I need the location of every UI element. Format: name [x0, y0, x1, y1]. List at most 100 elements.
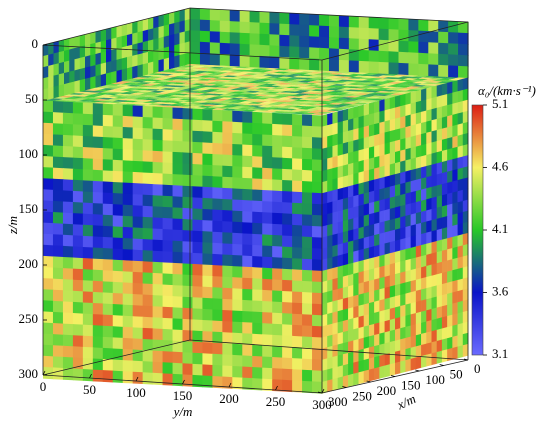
voxel [112, 159, 124, 173]
voxel [462, 310, 469, 324]
voxel [92, 136, 104, 149]
voxel [202, 231, 213, 244]
voxel [368, 290, 375, 304]
voxel [388, 51, 400, 64]
voxel [162, 373, 174, 386]
voxel [242, 144, 253, 157]
voxel [327, 223, 333, 237]
voxel [192, 308, 204, 321]
voxel [252, 278, 263, 291]
voxel [431, 141, 438, 155]
voxel [353, 327, 359, 342]
voxel [431, 340, 438, 355]
voxel [342, 230, 349, 244]
voxel [441, 127, 448, 141]
voxel [337, 343, 344, 357]
voxel [162, 317, 174, 331]
voxel [102, 159, 114, 172]
voxel [209, 20, 221, 33]
voxel [426, 164, 432, 178]
voxel [348, 251, 354, 265]
voxel [158, 36, 164, 50]
voxel [142, 128, 154, 141]
voxel [348, 27, 360, 40]
voxel [337, 365, 344, 379]
voxel [132, 327, 144, 340]
voxel [426, 297, 432, 312]
voxel [457, 123, 464, 137]
voxel [72, 246, 84, 259]
colorbar-label: α₀/(km·s⁻¹) [478, 83, 536, 98]
voxel [43, 267, 54, 280]
voxel [142, 18, 148, 32]
voxel [441, 204, 448, 219]
voxel [132, 238, 144, 251]
voxel [219, 31, 231, 44]
voxel [358, 293, 365, 307]
voxel [436, 117, 443, 131]
voxel [332, 189, 338, 203]
axes: z/m y/m x/m α₀/(km·s⁻¹) 3.13.64.14.65.10… [5, 7, 536, 419]
voxel [252, 289, 263, 302]
voxel [72, 146, 84, 159]
voxel [289, 13, 300, 26]
voxel [102, 236, 114, 250]
voxel [52, 311, 64, 325]
voxel [428, 53, 439, 66]
voxel [332, 222, 338, 236]
voxel [400, 249, 406, 263]
voxel [232, 155, 243, 168]
voxel [112, 148, 124, 161]
voxel [121, 23, 127, 38]
voxel [72, 357, 84, 370]
voxel [282, 146, 293, 159]
voxel [418, 30, 429, 43]
voxel [337, 287, 344, 301]
voxel [332, 322, 338, 336]
voxel [282, 257, 293, 270]
voxel [116, 36, 122, 50]
voxel [242, 222, 253, 235]
voxel [52, 167, 64, 180]
voxel [252, 111, 263, 125]
voxel [43, 111, 54, 124]
voxel [337, 187, 344, 201]
voxel [421, 232, 427, 246]
x-tick [342, 386, 347, 388]
voxel [72, 168, 84, 182]
voxel [447, 192, 453, 206]
voxel [222, 287, 233, 301]
voxel [272, 323, 283, 337]
voxel [452, 180, 458, 194]
voxel [384, 341, 391, 356]
voxel [299, 57, 310, 71]
voxel [379, 199, 385, 213]
voxel [142, 283, 154, 296]
voxel [415, 200, 422, 214]
voxel [110, 26, 117, 40]
voxel [400, 127, 406, 141]
voxel [388, 40, 400, 53]
voxel [289, 46, 300, 59]
voxel [426, 320, 432, 334]
voxel [410, 179, 417, 193]
voxel [389, 196, 396, 210]
voxel [209, 31, 221, 44]
voxel [182, 163, 194, 176]
voxel [162, 251, 174, 264]
voxel [82, 180, 94, 193]
voxel [182, 296, 194, 310]
voxel [389, 307, 396, 321]
voxel [353, 228, 359, 242]
voxel [368, 357, 375, 371]
voxel [82, 258, 94, 271]
voxel [262, 134, 273, 147]
voxel [272, 234, 283, 248]
voxel [132, 305, 144, 318]
voxel [302, 136, 313, 149]
voxel [190, 30, 201, 43]
voxel [92, 191, 104, 205]
voxel [172, 351, 184, 364]
voxel [112, 348, 124, 361]
voxel [212, 287, 223, 300]
